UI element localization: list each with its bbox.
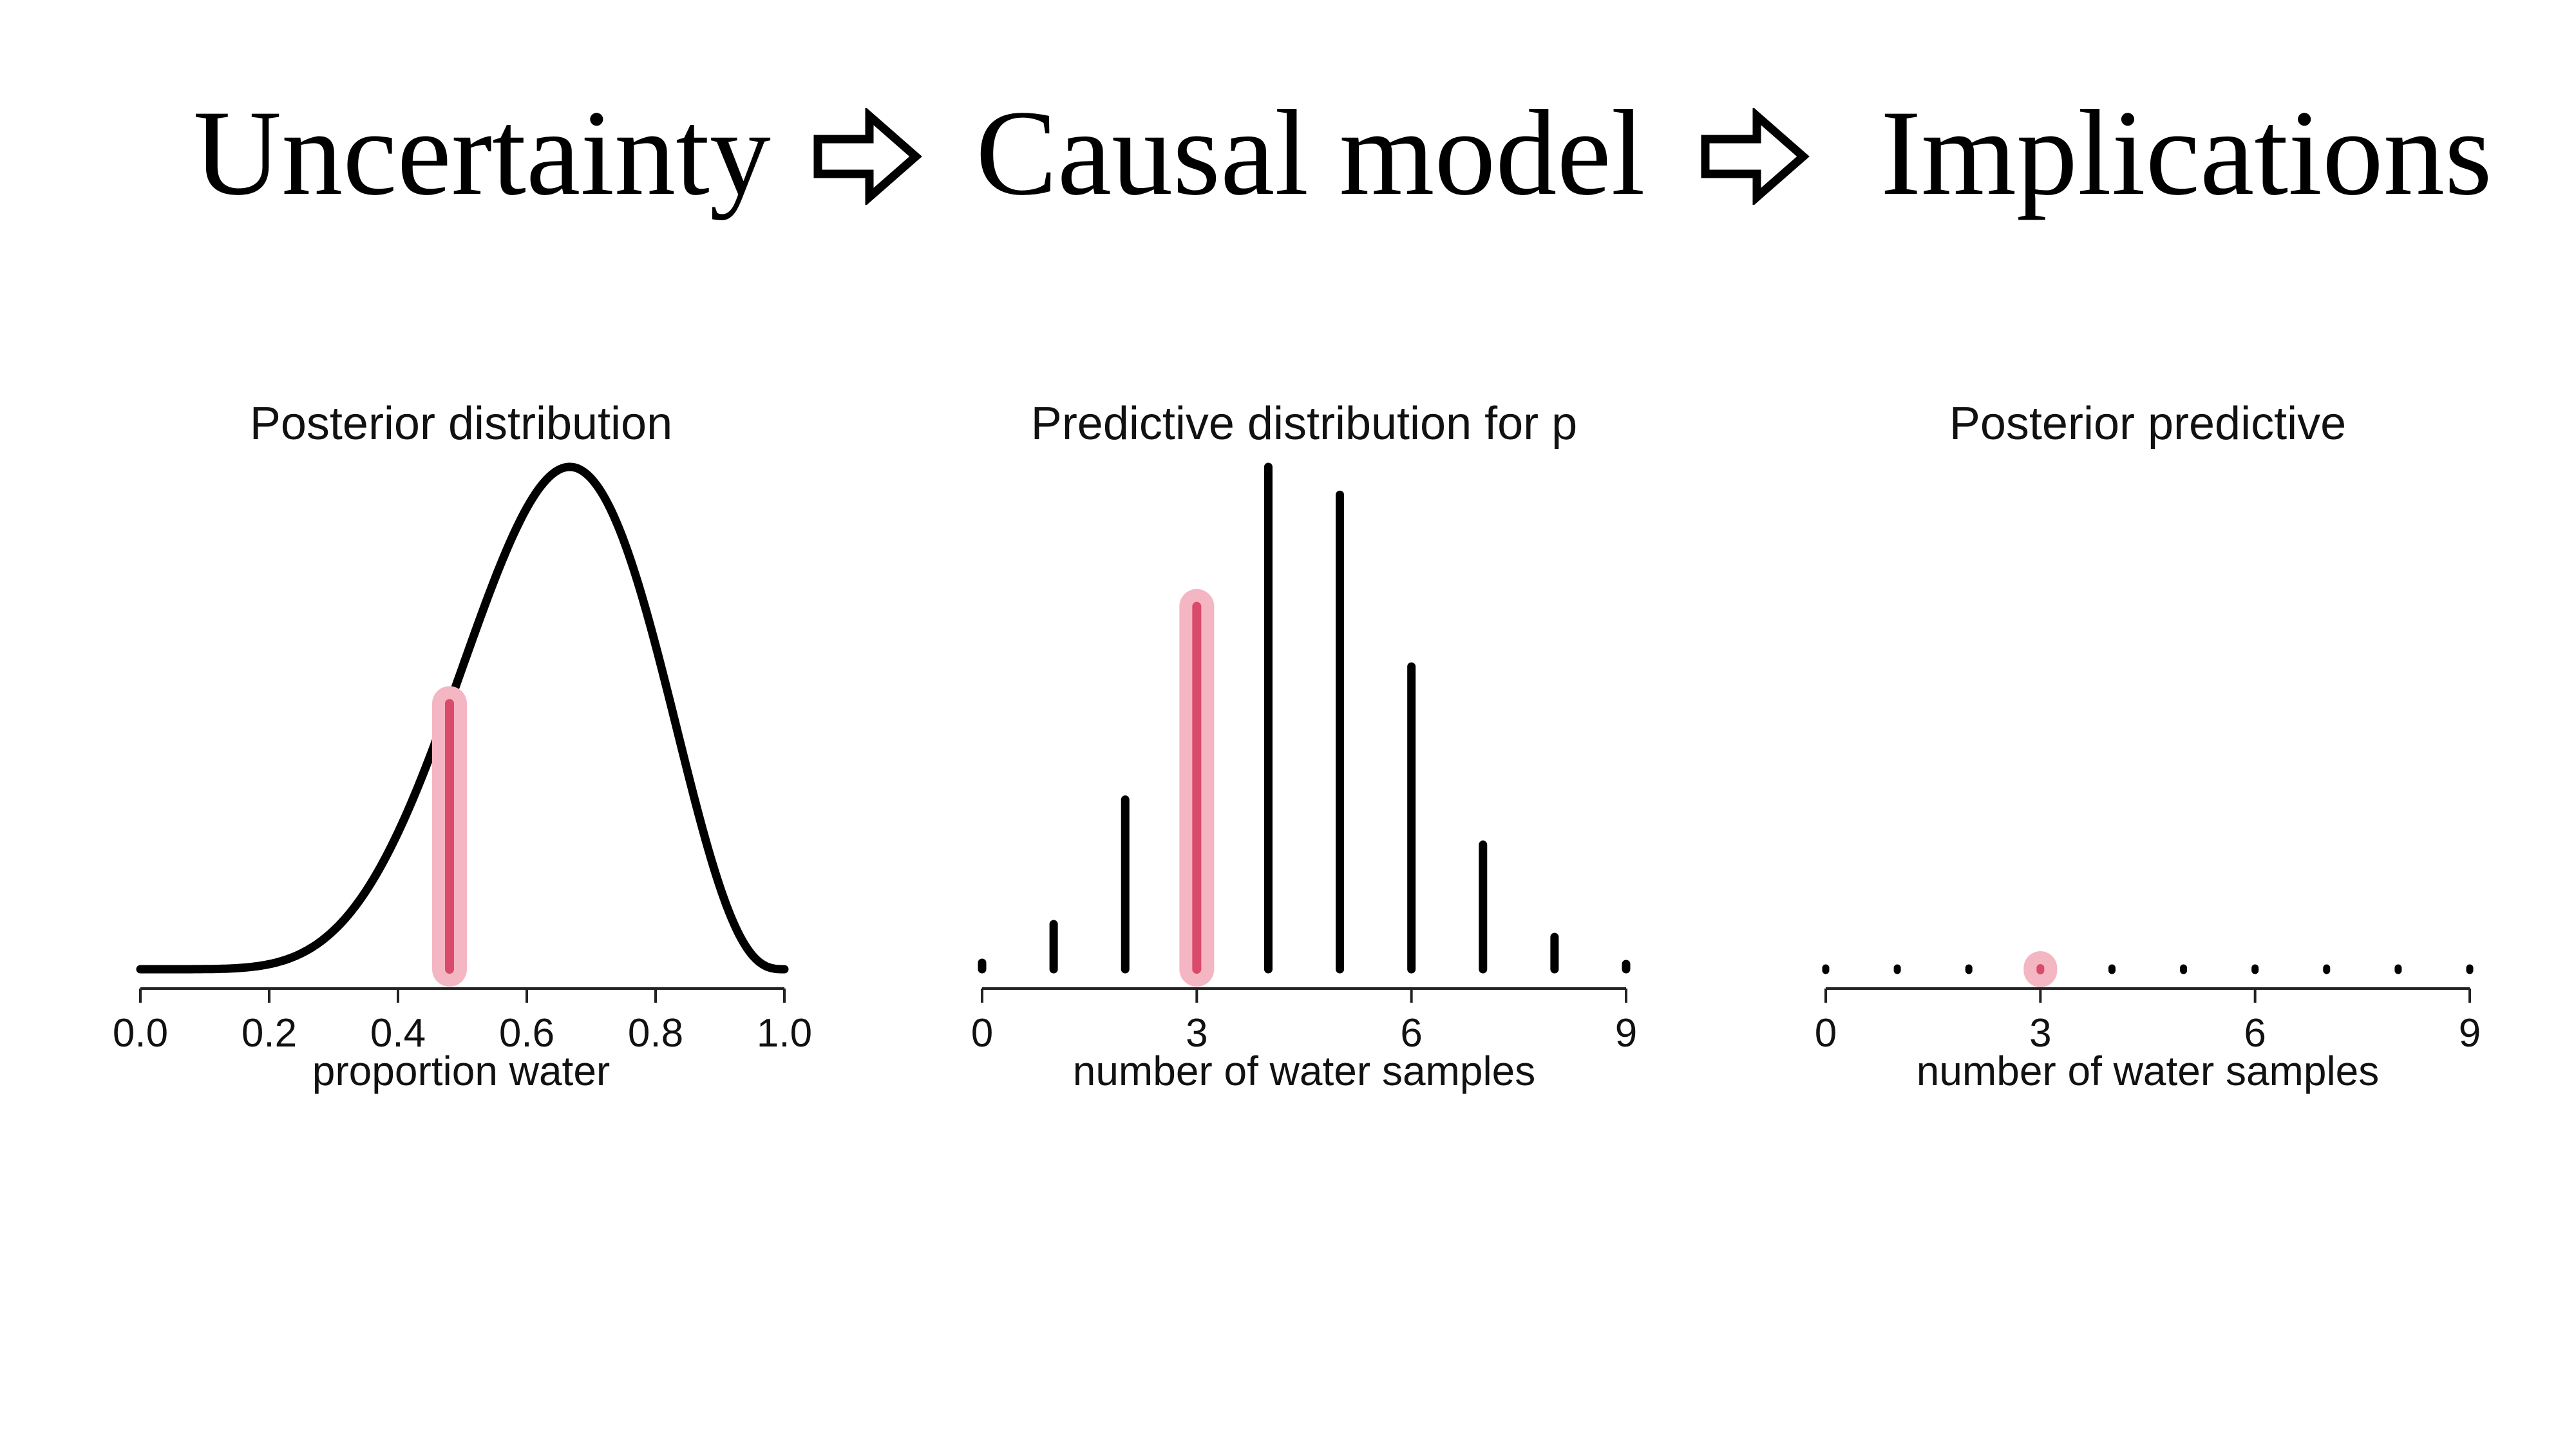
posterior-curve [136,462,789,974]
right-outline-arrow-icon [813,108,922,205]
chart-posterior-distribution: Posterior distribution 0.0 0.2 0.4 0.6 0.8 1.… [113,398,812,1094]
x-axis-ticks: 0.0 0.2 0.4 0.6 0.8 1.0 [113,989,812,1056]
x-tick-label: 3 [1186,1011,1208,1056]
x-axis-label: number of water samples [1073,1048,1536,1094]
x-tick-label: 6 [2244,1011,2266,1056]
x-tick-label: 0.4 [370,1011,426,1056]
x-axis-ticks: 0 3 6 9 [971,989,1637,1056]
x-tick-label: 0.2 [242,1011,297,1056]
x-tick-label: 9 [1615,1011,1637,1056]
x-tick-label: 3 [2029,1011,2051,1056]
headline: Uncertainty Causal model Implications [0,0,2576,283]
x-tick-label: 0.6 [499,1011,554,1056]
x-tick-label: 1.0 [757,1011,812,1056]
chart-title: Posterior predictive [1949,398,2346,450]
x-axis-ticks: 0 3 6 9 [1815,989,2481,1056]
headline-step-implications: Implications [1880,86,2492,221]
x-tick-label: 0 [1815,1011,1837,1056]
chart-posterior-predictive: Posterior predictive 0 3 6 9 number of wate… [1815,398,2481,1094]
points [1822,951,2474,987]
x-axis-label: proportion water [312,1048,610,1094]
chart-predictive-distribution: Predictive distribution for p 0 3 6 9 numbe… [971,398,1637,1094]
bars [978,462,1631,987]
chart-title: Posterior distribution [250,398,672,450]
x-tick-label: 0.0 [113,1011,168,1056]
right-outline-arrow-icon [1701,108,1810,205]
x-tick-label: 6 [1400,1011,1422,1056]
x-axis-label: number of water samples [1917,1048,2380,1094]
chart-title: Predictive distribution for p [1031,398,1577,450]
headline-step-uncertainty: Uncertainty [193,86,771,221]
x-tick-label: 9 [2459,1011,2481,1056]
x-tick-label: 0 [971,1011,993,1056]
x-tick-label: 0.8 [628,1011,683,1056]
headline-step-causal-model: Causal model [976,86,1645,221]
